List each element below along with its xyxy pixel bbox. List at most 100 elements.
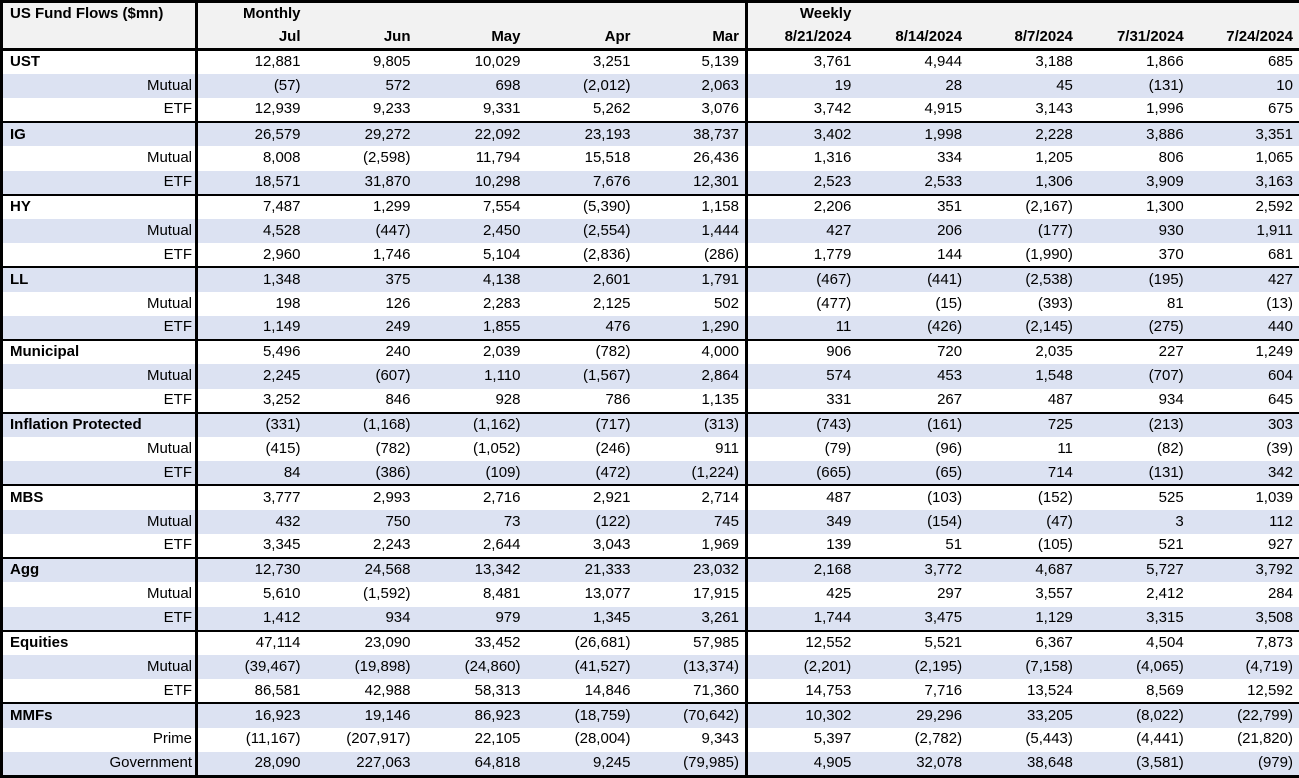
cell: 3 [1175, 512, 1184, 530]
cell: (65) [857, 461, 969, 487]
cell: 425 [745, 582, 858, 607]
cell: 58,313 [416, 679, 527, 705]
cell: 32,078 [857, 751, 969, 778]
table-row: Mutual 432 750 73 (122) 745 349 (154) (47) 3 112 [1, 509, 1299, 534]
column-header-row: Jul Jun May Apr Mar 8/21/2024 8/14/2024 … [2, 25, 1299, 51]
row-label-category: MMFs [1, 703, 198, 728]
row-label-category: IG [1, 122, 198, 147]
cell: (275) [1078, 315, 1190, 342]
cell: 1,412 [196, 606, 307, 632]
cell: (1,592) [362, 585, 411, 603]
cell: 144 [857, 243, 969, 269]
cell: 3,252 [196, 388, 307, 414]
cell: (2,598) [362, 149, 411, 167]
cell: 7,716 [857, 679, 969, 705]
cell: 2,412 [1146, 585, 1184, 603]
cell: (19,898) [354, 657, 411, 675]
cell: (426) [857, 315, 969, 342]
cell: 29,296 [916, 706, 963, 724]
cell: (47) [1046, 512, 1073, 530]
cell: 5,610 [262, 585, 301, 603]
cell: 303 [1267, 416, 1293, 434]
cell: (18,759) [574, 706, 631, 724]
cell: 432 [275, 512, 301, 530]
cell: 476 [526, 315, 637, 342]
cell: 2,245 [262, 367, 301, 385]
cell: 22,105 [474, 730, 521, 748]
row-label-sub: ETF [1, 388, 198, 414]
cell: 1,744 [745, 606, 858, 632]
cell: 1,779 [745, 243, 858, 269]
table-row: LL 1,348 375 4,138 2,601 1,791 (467) (441) (2,53… [1, 267, 1299, 292]
cell: 19 [745, 73, 858, 98]
cell: (4,065) [1136, 657, 1184, 675]
cell: 1,158 [701, 198, 739, 216]
cell: 3,351 [1255, 125, 1293, 143]
cell: 934 [306, 606, 417, 632]
spacer [857, 1, 1299, 26]
row-label-sub: ETF [1, 533, 198, 560]
row-label-sub: Mutual [1, 291, 198, 316]
cell: 112 [1269, 512, 1293, 530]
cell: (286) [636, 243, 747, 269]
cell: 525 [1158, 488, 1184, 506]
cell: 2,243 [306, 533, 417, 560]
cell: (109) [416, 461, 527, 487]
cell: (21,820) [1237, 730, 1293, 748]
cell: 786 [526, 388, 637, 414]
cell: (2,145) [968, 315, 1079, 342]
cell: 1,998 [924, 125, 963, 143]
cell: (39) [1266, 439, 1293, 457]
cell: (1,162) [472, 416, 521, 434]
cell: 487 [745, 485, 858, 510]
cell: (472) [526, 461, 637, 487]
cell: (415) [265, 439, 301, 457]
cell: (7,158) [1025, 657, 1073, 675]
cell: 720 [937, 343, 963, 361]
cell: 12,552 [745, 630, 858, 655]
cell: 3,886 [1146, 125, 1184, 143]
cell: 12,592 [1189, 679, 1299, 705]
table-row: MBS 3,777 2,993 2,716 2,921 2,714 487 (103) (152… [1, 485, 1299, 510]
cell: 10 [1276, 76, 1293, 94]
cell: 38,648 [968, 751, 1079, 778]
cell: (447) [375, 221, 411, 239]
cell: 3,261 [636, 606, 747, 632]
cell: (1,224) [636, 461, 747, 487]
cell: 5,104 [416, 243, 527, 269]
cell: 9,331 [416, 97, 527, 124]
table-row: IG 26,579 29,272 22,092 23,193 38,737 3,402 1,9… [1, 122, 1299, 147]
cell: 2,644 [416, 533, 527, 560]
cell: 24,568 [364, 561, 411, 579]
cell: 2,714 [701, 488, 739, 506]
cell: 4,944 [924, 53, 963, 71]
cell: 240 [385, 343, 411, 361]
col-header-may: May [416, 25, 527, 51]
cell: 227,063 [306, 751, 417, 778]
cell: 11 [745, 315, 858, 342]
cell: 334 [937, 149, 963, 167]
cell: 17,915 [693, 585, 739, 603]
cell: 3,163 [1189, 170, 1299, 196]
cell: 1,110 [484, 367, 521, 385]
spacer [306, 1, 747, 26]
cell: 1,299 [372, 198, 411, 216]
cell: (2,782) [914, 730, 963, 748]
cell: (2,201) [745, 654, 858, 680]
cell: 3,188 [1035, 53, 1073, 71]
cell: 29,272 [364, 125, 411, 143]
col-header-week-3: 8/7/2024 [968, 25, 1079, 51]
row-label-sub: Mutual [1, 654, 198, 680]
cell: 47,114 [255, 634, 301, 652]
row-label-sub: Mutual [1, 582, 198, 607]
cell: 375 [385, 270, 411, 288]
cell: 23,193 [584, 125, 631, 143]
cell: (1,052) [472, 439, 521, 457]
cell: 1,444 [701, 221, 739, 239]
cell: (213) [1148, 416, 1184, 434]
cell: 33,205 [1027, 706, 1073, 724]
cell: 9,233 [306, 97, 417, 124]
cell: 5,139 [701, 53, 739, 71]
cell: 14,753 [745, 679, 858, 705]
